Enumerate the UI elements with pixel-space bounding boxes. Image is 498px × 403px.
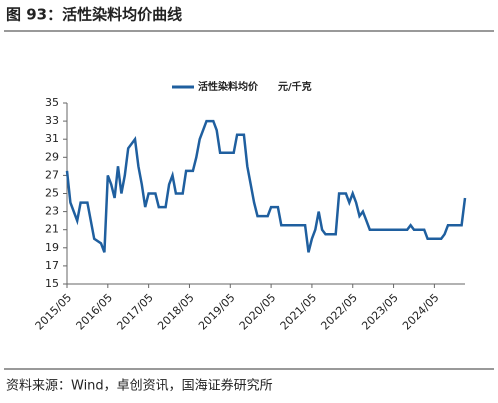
x-tick-label: 2021/05	[278, 291, 320, 333]
x-tick-label: 2019/05	[196, 291, 238, 333]
y-tick-label: 25	[45, 187, 59, 200]
x-tick-label: 2018/05	[155, 291, 197, 333]
y-tick-label: 17	[45, 259, 59, 272]
x-tick-label: 2015/05	[33, 291, 75, 333]
x-tick-label: 2023/05	[359, 291, 401, 333]
legend-label: 活性染料均价	[198, 80, 259, 93]
x-tick-label: 2020/05	[237, 291, 279, 333]
y-tick-label: 35	[45, 96, 59, 109]
legend-unit: 元/千克	[278, 80, 312, 93]
x-tick-label: 2022/05	[318, 291, 360, 333]
x-tick-label: 2017/05	[114, 291, 156, 333]
x-tick-label: 2016/05	[74, 291, 116, 333]
y-tick-label: 21	[45, 223, 59, 236]
x-tick-label: 2024/05	[400, 291, 442, 333]
y-tick-label: 15	[45, 277, 59, 290]
chart-title: 图 93：活性染料均价曲线	[6, 6, 182, 24]
data-line	[65, 119, 467, 253]
y-tick-label: 29	[45, 150, 59, 163]
y-tick-label: 19	[45, 241, 59, 254]
y-tick-label: 23	[45, 205, 59, 218]
y-tick-label: 33	[45, 114, 59, 127]
y-tick-label: 31	[45, 132, 59, 145]
y-tick-label: 27	[45, 168, 59, 181]
source: 资料来源：Wind，卓创资讯，国海证券研究所	[6, 378, 273, 394]
